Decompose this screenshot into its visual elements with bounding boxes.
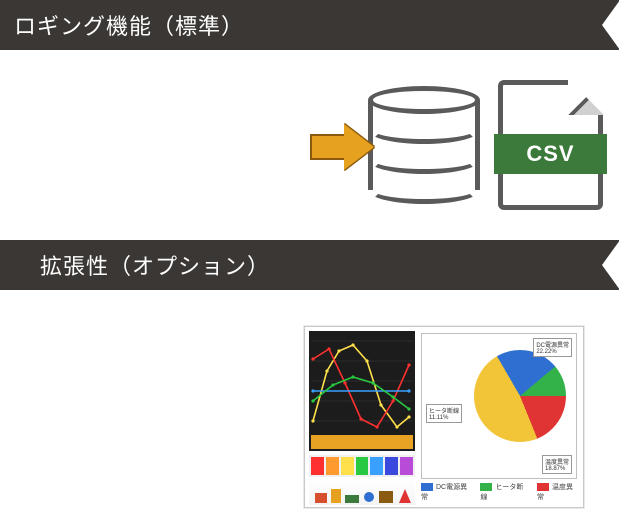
arrow-right-icon xyxy=(310,124,376,170)
banner-logging: ロギング機能（標準） xyxy=(0,0,619,50)
mini-illustration xyxy=(309,479,415,505)
pie-legend: DC電源異常ヒータ断線温度異常 xyxy=(421,483,577,501)
palette-swatch xyxy=(400,457,413,475)
logging-icons: CSV xyxy=(320,80,603,210)
palette-swatch xyxy=(326,457,339,475)
banner-logging-title: ロギング機能（標準） xyxy=(14,9,244,41)
pie-slice-label: ヒータ断線 11.11% xyxy=(426,404,462,423)
database-with-arrow xyxy=(320,80,480,210)
palette-swatch xyxy=(311,457,324,475)
banner-extensibility: 拡張性（オプション） xyxy=(0,240,619,290)
palette-swatch xyxy=(356,457,369,475)
dashboard-thumbnail: DC電源異常 22.22% ヒータ断線 11.11% 温度異常 18.87% DC電… xyxy=(304,326,584,508)
mini-linechart xyxy=(309,331,415,451)
pie-slice-label: DC電源異常 22.22% xyxy=(533,338,572,357)
palette-swatch xyxy=(385,457,398,475)
mini-timeline-bar xyxy=(311,435,413,449)
palette-swatch xyxy=(370,457,383,475)
csv-file-icon: CSV xyxy=(498,80,603,210)
database-icon xyxy=(368,86,480,204)
legend-item: 温度異常 xyxy=(537,482,577,502)
banner-extensibility-title: 拡張性（オプション） xyxy=(14,249,270,281)
csv-label: CSV xyxy=(526,141,574,167)
mini-color-palette xyxy=(309,455,415,477)
pie-slice-label: 温度異常 18.87% xyxy=(542,455,572,474)
mini-piechart-panel: DC電源異常 22.22% ヒータ断線 11.11% 温度異常 18.87% xyxy=(421,333,577,479)
legend-item: ヒータ断線 xyxy=(480,482,527,502)
legend-swatch xyxy=(480,483,492,491)
palette-swatch xyxy=(341,457,354,475)
pie-chart xyxy=(474,350,566,442)
legend-item: DC電源異常 xyxy=(421,482,470,502)
legend-swatch xyxy=(421,483,433,491)
legend-swatch xyxy=(537,483,549,491)
